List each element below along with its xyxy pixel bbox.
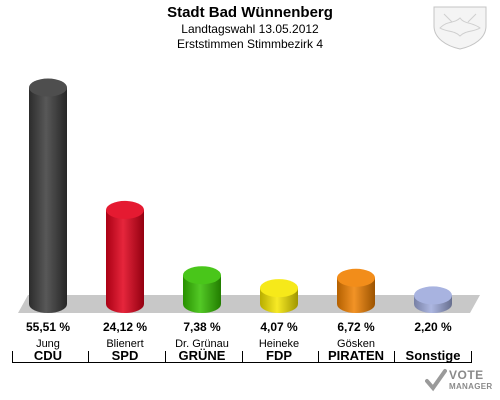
bar-top-fdp — [260, 279, 298, 298]
bar-spd — [106, 209, 144, 313]
value-label: 7,38 % — [183, 320, 221, 334]
party-label: CDU — [34, 348, 62, 363]
value-label: 6,72 % — [337, 320, 375, 334]
party-label: SPD — [112, 348, 139, 363]
chart-title: Stadt Bad Wünnenberg — [167, 4, 333, 21]
chart-floor — [18, 295, 480, 313]
party-label: Sonstige — [406, 348, 461, 363]
bar-top-cdu — [29, 78, 67, 97]
party-label: GRÜNE — [179, 348, 226, 363]
party-label: PIRATEN — [328, 348, 384, 363]
candidate-label: Gösken — [337, 338, 375, 350]
bar-grüne — [183, 275, 221, 313]
value-label: 24,12 % — [103, 320, 147, 334]
candidate-label: Jung — [36, 338, 60, 350]
chart-subtitle-2: Erststimmen Stimmbezirk 4 — [176, 37, 324, 51]
bar-top-sonstige — [414, 286, 452, 305]
value-label: 2,20 % — [414, 320, 452, 334]
bar-top-piraten — [337, 268, 375, 287]
bar-cdu — [29, 87, 67, 313]
candidate-label: Dr. Grünau — [175, 338, 229, 350]
bar-top-spd — [106, 200, 144, 219]
logo-line-1: VOTE — [449, 368, 484, 382]
bar-top-grüne — [183, 266, 221, 285]
chart-subtitle: Landtagswahl 13.05.2012 — [181, 22, 319, 36]
candidate-label: Heineke — [259, 338, 299, 350]
vote-manager-logo: VOTE MANAGER — [425, 366, 497, 396]
bar-piraten — [337, 277, 375, 313]
coat-of-arms-icon — [433, 6, 487, 50]
value-label: 4,07 % — [260, 320, 298, 334]
logo-line-2: MANAGER — [449, 382, 493, 391]
value-label: 55,51 % — [26, 320, 70, 334]
checkmark-icon — [425, 369, 447, 392]
party-label: FDP — [266, 348, 292, 363]
candidate-label: Blienert — [106, 338, 143, 350]
